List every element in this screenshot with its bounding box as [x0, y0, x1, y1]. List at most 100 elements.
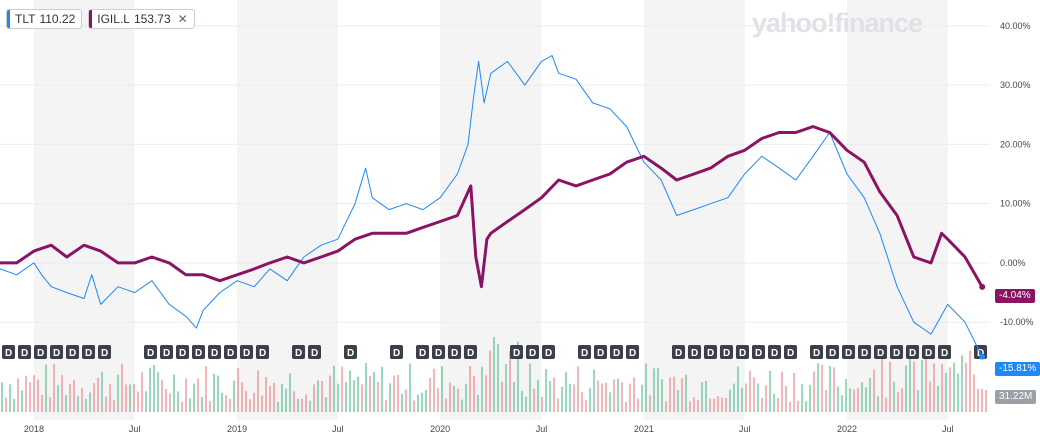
- dividend-marker-label: D: [419, 348, 426, 359]
- dividend-marker-label: D: [451, 348, 458, 359]
- x-tick-label: 2018: [24, 424, 44, 434]
- dividend-marker-label: D: [243, 348, 250, 359]
- yahoo-finance-logo: yahoo!finance: [752, 8, 923, 38]
- legend-chip-tlt[interactable]: TLT 110.22: [6, 9, 83, 29]
- dividend-marker-label: D: [739, 348, 746, 359]
- tlt-price: 110.22: [39, 12, 76, 26]
- dividend-marker: [826, 345, 839, 359]
- chart-band: [237, 0, 338, 420]
- legend: TLT 110.22 IGIL.L 153.73 ✕: [6, 9, 195, 29]
- dividend-marker-label: D: [311, 348, 318, 359]
- dividend-marker: [594, 345, 607, 359]
- series-end-point: [979, 283, 986, 290]
- dividend-marker-label: D: [941, 348, 948, 359]
- dividend-marker: [938, 345, 951, 359]
- dividend-marker-label: D: [69, 348, 76, 359]
- dividend-marker-label: D: [707, 348, 714, 359]
- x-tick-label: 2020: [430, 424, 450, 434]
- dividend-marker: [390, 345, 403, 359]
- dividend-marker-label: D: [85, 348, 92, 359]
- dividend-marker: [308, 345, 321, 359]
- dividend-marker-label: D: [723, 348, 730, 359]
- dividend-marker-label: D: [675, 348, 682, 359]
- x-tick-label: Jul: [536, 424, 548, 434]
- x-tick-label: 2022: [837, 424, 857, 434]
- dividend-marker: [292, 345, 305, 359]
- dividend-marker: [2, 345, 15, 359]
- dividend-marker: [526, 345, 539, 359]
- dividend-marker: [432, 345, 445, 359]
- dividend-marker: [50, 345, 63, 359]
- dividend-marker-label: D: [829, 348, 836, 359]
- dividend-marker: [626, 345, 639, 359]
- dividend-marker: [82, 345, 95, 359]
- dividend-marker: [720, 345, 733, 359]
- dividend-marker-label: D: [771, 348, 778, 359]
- y-tick-label: 30.00%: [1000, 80, 1031, 90]
- dividend-marker: [448, 345, 461, 359]
- close-icon[interactable]: ✕: [177, 12, 188, 26]
- dividend-marker: [672, 345, 685, 359]
- dividend-marker: [192, 345, 205, 359]
- dividend-marker: [704, 345, 717, 359]
- dividend-marker-label: D: [787, 348, 794, 359]
- dividend-marker-label: D: [37, 348, 44, 359]
- y-tick-label: -10.00%: [1000, 317, 1034, 327]
- dividend-marker-label: D: [877, 348, 884, 359]
- series-line-igil-l: [0, 125, 984, 289]
- dividend-marker-label: D: [893, 348, 900, 359]
- dividend-marker-label: D: [393, 348, 400, 359]
- dividend-marker: [906, 345, 919, 359]
- dividend-marker: [890, 345, 903, 359]
- dividend-marker: [34, 345, 47, 359]
- dividend-marker-label: D: [5, 348, 12, 359]
- dividend-marker-label: D: [195, 348, 202, 359]
- dividend-marker: [464, 345, 477, 359]
- dividend-marker-label: D: [845, 348, 852, 359]
- dividend-marker: [842, 345, 855, 359]
- dividend-marker: [784, 345, 797, 359]
- x-tick-label: Jul: [129, 424, 141, 434]
- dividend-marker: [752, 345, 765, 359]
- dividend-marker: [256, 345, 269, 359]
- dividend-marker-label: D: [435, 348, 442, 359]
- igil-last-value-tag: -4.04%: [995, 289, 1035, 303]
- dividend-marker: [176, 345, 189, 359]
- dividend-marker: [66, 345, 79, 359]
- dividend-marker-label: D: [909, 348, 916, 359]
- dividend-marker-label: D: [211, 348, 218, 359]
- series-line-tlt: [0, 55, 983, 357]
- dividend-marker: [240, 345, 253, 359]
- tlt-last-value-tag: -15.81%: [995, 362, 1040, 376]
- dividend-marker: [144, 345, 157, 359]
- dividend-marker-label: D: [347, 348, 354, 359]
- dividend-marker: [160, 345, 173, 359]
- dividend-marker: [736, 345, 749, 359]
- dividend-marker-label: D: [925, 348, 932, 359]
- x-tick-label: Jul: [739, 424, 751, 434]
- dividend-marker-label: D: [179, 348, 186, 359]
- dividend-marker: [874, 345, 887, 359]
- dividend-marker-label: D: [691, 348, 698, 359]
- dividend-marker: [18, 345, 31, 359]
- x-tick-label: 2019: [227, 424, 247, 434]
- dividend-marker: [922, 345, 935, 359]
- x-tick-label: 2021: [634, 424, 654, 434]
- dividend-marker: [810, 345, 823, 359]
- tlt-color-bar: [7, 10, 10, 28]
- dividend-marker: [610, 345, 623, 359]
- dividend-marker-label: D: [755, 348, 762, 359]
- dividend-marker-label: D: [467, 348, 474, 359]
- y-tick-label: 0.00%: [1000, 258, 1026, 268]
- dividend-marker-label: D: [259, 348, 266, 359]
- dividend-marker-label: D: [529, 348, 536, 359]
- legend-chip-igil[interactable]: IGIL.L 153.73 ✕: [88, 9, 195, 29]
- dividend-marker: [416, 345, 429, 359]
- dividend-marker-label: D: [21, 348, 28, 359]
- dividend-marker: [578, 345, 591, 359]
- dividend-marker-label: D: [545, 348, 552, 359]
- dividend-marker-label: D: [227, 348, 234, 359]
- tlt-symbol: TLT: [15, 12, 36, 26]
- x-tick-label: Jul: [332, 424, 344, 434]
